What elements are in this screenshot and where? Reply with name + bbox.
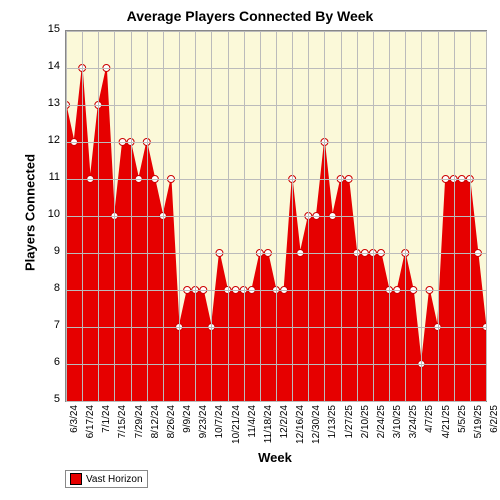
x-tick-label: 12/2/24 (279, 405, 290, 449)
y-tick-label: 6 (35, 356, 60, 368)
gridline-v (421, 31, 422, 401)
x-tick-label: 6/2/25 (489, 405, 500, 449)
x-tick-label: 5/5/25 (457, 405, 468, 449)
x-tick-label: 10/21/24 (231, 405, 242, 449)
x-tick-label: 6/3/24 (69, 405, 80, 449)
x-tick-label: 11/4/24 (247, 405, 258, 449)
gridline-v (228, 31, 229, 401)
x-tick-label: 5/19/25 (473, 405, 484, 449)
x-tick-label: 3/10/25 (392, 405, 403, 449)
x-tick-label: 8/12/24 (150, 405, 161, 449)
gridline-v (292, 31, 293, 401)
x-tick-label: 9/23/24 (198, 405, 209, 449)
y-tick-label: 10 (35, 208, 60, 220)
gridline-v (486, 31, 487, 401)
chart-container: Average Players Connected By Week Player… (0, 0, 500, 500)
x-tick-label: 1/13/25 (327, 405, 338, 449)
legend-swatch (70, 473, 82, 485)
x-tick-label: 7/1/24 (101, 405, 112, 449)
gridline-v (195, 31, 196, 401)
x-tick-label: 7/15/24 (117, 405, 128, 449)
y-tick-label: 7 (35, 319, 60, 331)
gridline-v (131, 31, 132, 401)
gridline-v (211, 31, 212, 401)
x-tick-label: 12/30/24 (311, 405, 322, 449)
y-tick-label: 8 (35, 282, 60, 294)
plot-area (65, 30, 487, 402)
x-tick-label: 2/24/25 (376, 405, 387, 449)
x-tick-label: 2/10/25 (360, 405, 371, 449)
legend-label: Vast Horizon (86, 474, 143, 485)
gridline-v (438, 31, 439, 401)
gridline-v (405, 31, 406, 401)
gridline-v (308, 31, 309, 401)
gridline-v (357, 31, 358, 401)
gridline-v (324, 31, 325, 401)
gridline-v (179, 31, 180, 401)
x-tick-label: 12/16/24 (295, 405, 306, 449)
x-tick-label: 10/7/24 (214, 405, 225, 449)
y-tick-label: 13 (35, 97, 60, 109)
gridline-v (114, 31, 115, 401)
x-tick-label: 1/27/25 (344, 405, 355, 449)
gridline-h (66, 401, 486, 402)
gridline-v (276, 31, 277, 401)
x-tick-label: 11/18/24 (263, 405, 274, 449)
x-tick-label: 3/24/25 (408, 405, 419, 449)
x-tick-label: 4/7/25 (424, 405, 435, 449)
y-tick-label: 11 (35, 171, 60, 183)
gridline-v (147, 31, 148, 401)
x-tick-label: 7/29/24 (134, 405, 145, 449)
x-tick-label: 9/9/24 (182, 405, 193, 449)
y-tick-label: 15 (35, 23, 60, 35)
gridline-v (470, 31, 471, 401)
chart-title: Average Players Connected By Week (0, 8, 500, 24)
gridline-v (244, 31, 245, 401)
gridline-v (66, 31, 67, 401)
gridline-v (373, 31, 374, 401)
x-tick-label: 8/26/24 (166, 405, 177, 449)
gridline-v (389, 31, 390, 401)
gridline-v (454, 31, 455, 401)
x-axis-label: Week (65, 450, 485, 465)
gridline-v (98, 31, 99, 401)
legend: Vast Horizon (65, 470, 148, 488)
gridline-v (260, 31, 261, 401)
gridline-v (341, 31, 342, 401)
y-tick-label: 14 (35, 60, 60, 72)
y-tick-label: 5 (35, 393, 60, 405)
x-tick-label: 4/21/25 (441, 405, 452, 449)
gridline-v (82, 31, 83, 401)
y-tick-label: 12 (35, 134, 60, 146)
x-tick-label: 6/17/24 (85, 405, 96, 449)
y-tick-label: 9 (35, 245, 60, 257)
gridline-v (163, 31, 164, 401)
